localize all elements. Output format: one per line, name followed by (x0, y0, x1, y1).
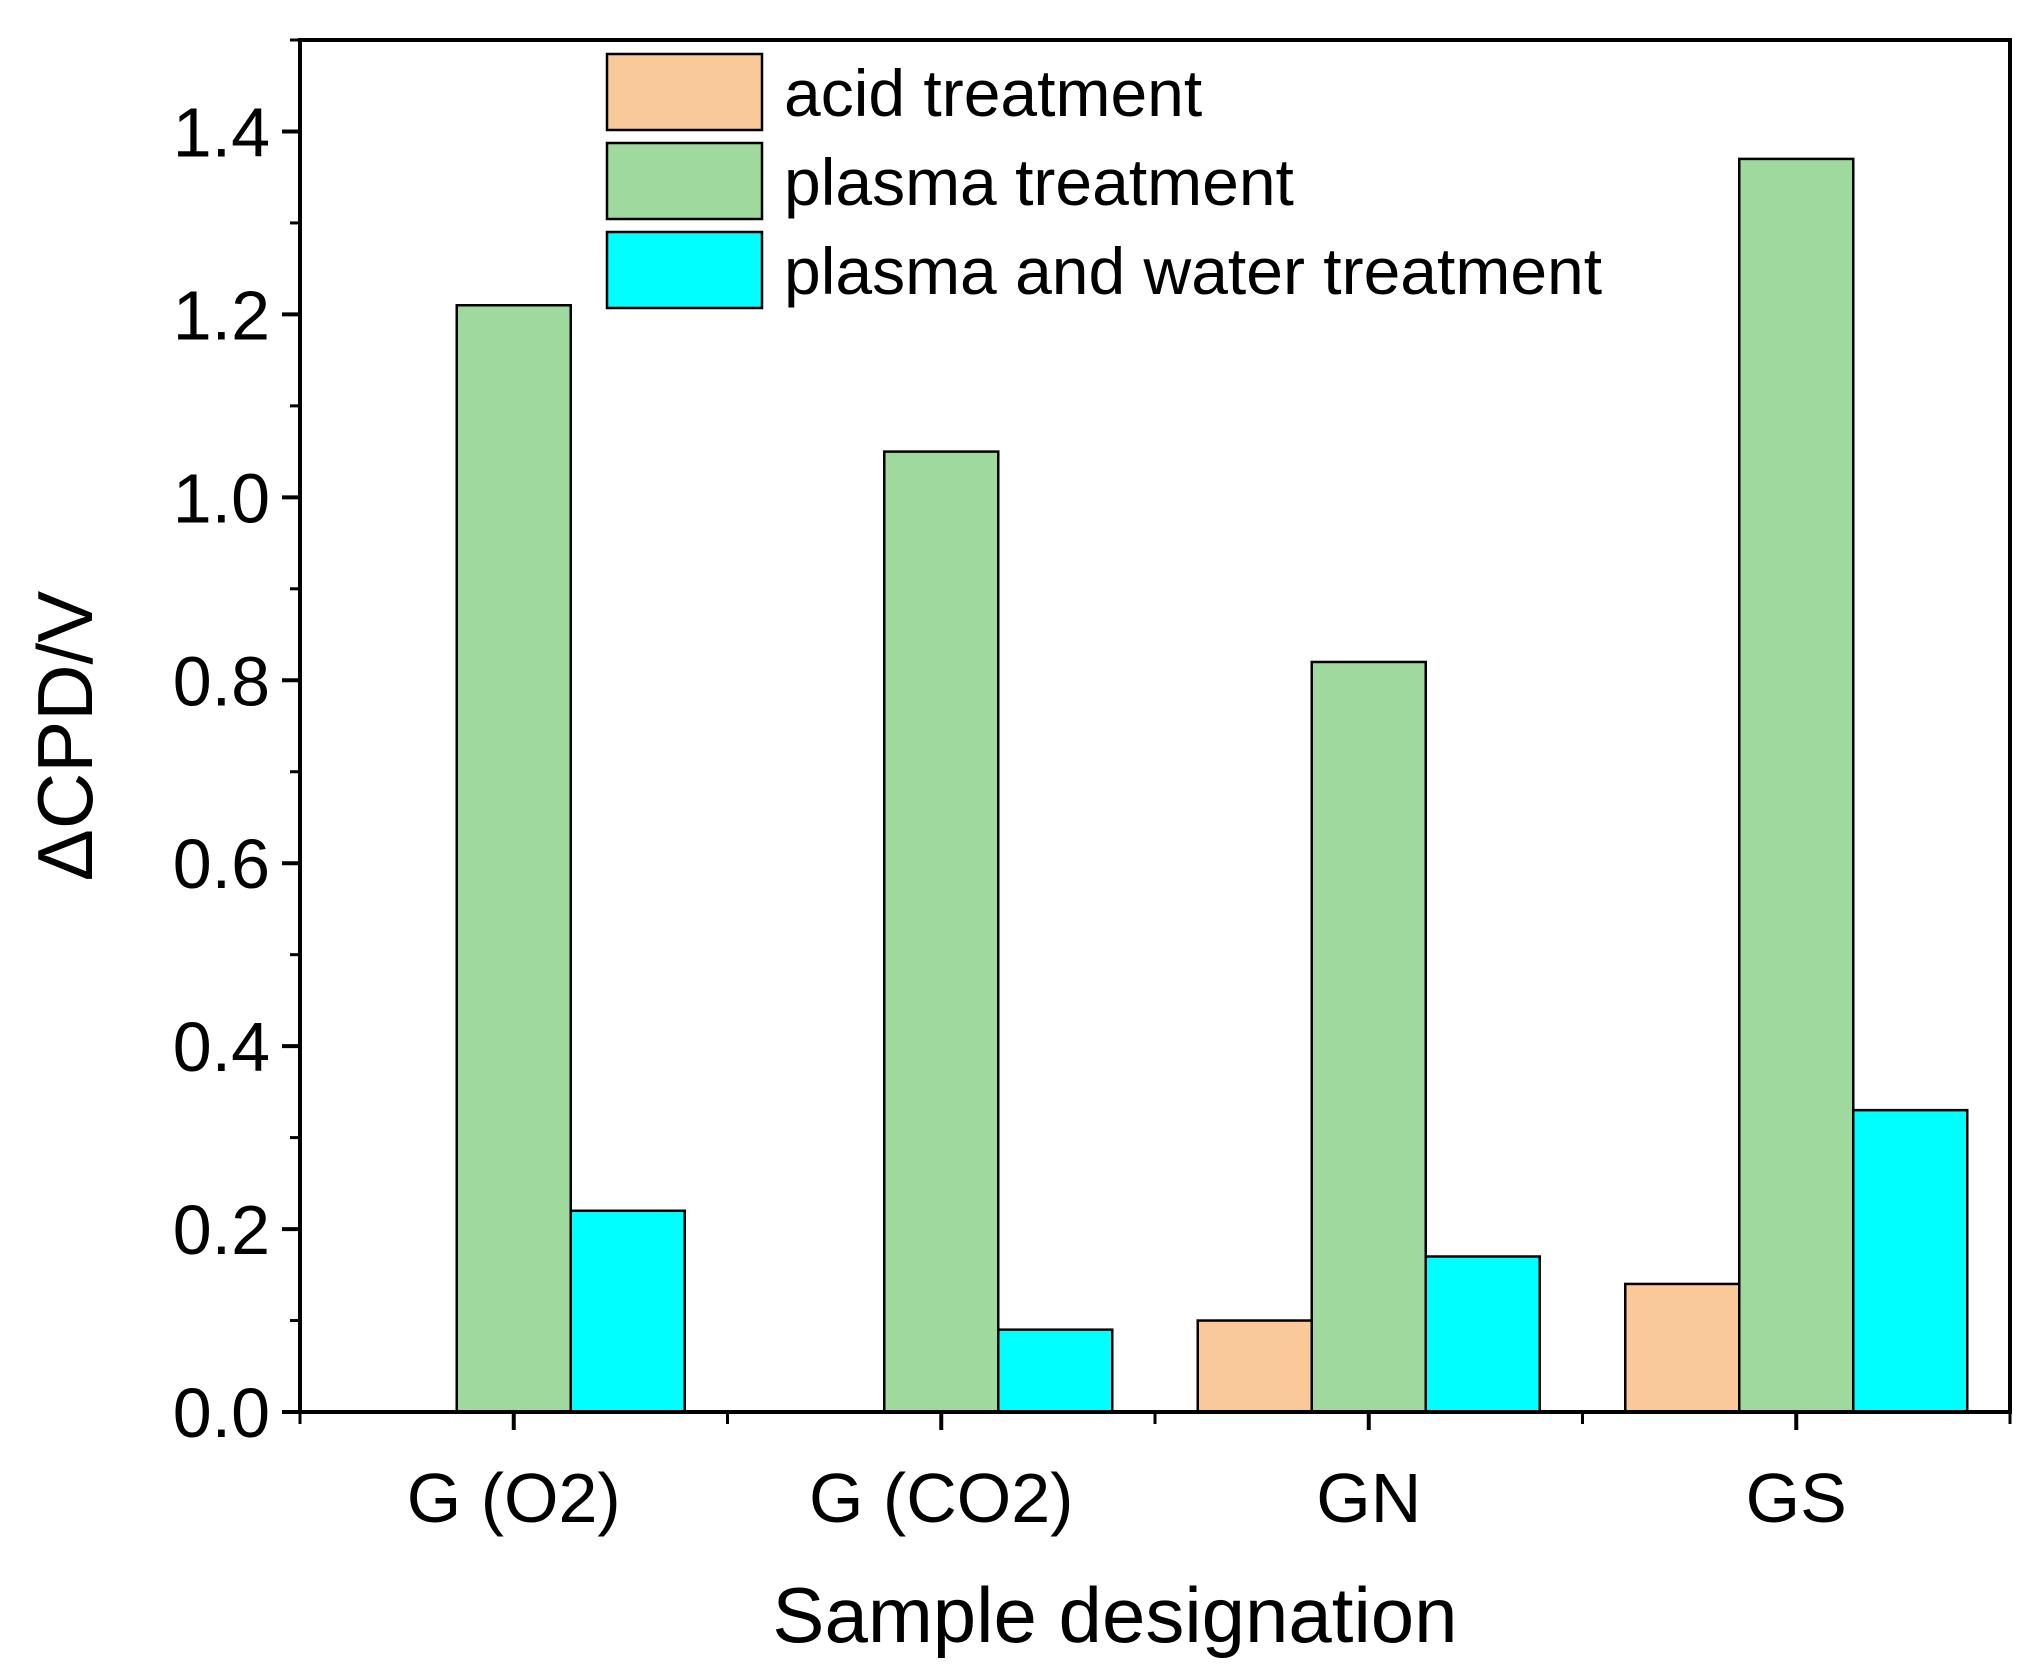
legend: acid treatment plasma treatment plasma and… (605, 52, 1602, 310)
bars-layer (455, 157, 1969, 1414)
bar-plasma-treatment-2 (1310, 660, 1427, 1414)
x-tick-label: GS (1746, 1459, 1847, 1537)
bar-plasma-treatment-3 (1738, 157, 1855, 1414)
x-axis: G (O2) G (CO2) GN GS (298, 1412, 2012, 1537)
legend-swatch (605, 141, 764, 221)
bar-acid-treatment-3 (1624, 1282, 1741, 1414)
y-axis-title: ΔCPD/V (21, 591, 109, 881)
y-tick-label: 0.2 (173, 1191, 270, 1269)
legend-label: acid treatment (784, 56, 1202, 130)
bar-plasma-and-water-treatment-2 (1424, 1255, 1541, 1414)
bar-plasma-and-water-treatment-1 (997, 1328, 1114, 1414)
legend-label: plasma treatment (784, 145, 1294, 219)
bar-plasma-and-water-treatment-3 (1852, 1108, 1969, 1414)
y-tick-label: 1.2 (173, 276, 270, 354)
legend-swatch (605, 230, 764, 310)
bar-acid-treatment-2 (1196, 1319, 1313, 1414)
y-tick-label: 1.4 (173, 93, 270, 171)
y-tick-label: 0.8 (173, 642, 270, 720)
y-tick-label: 0.0 (173, 1374, 270, 1452)
bar-plasma-treatment-0 (455, 304, 572, 1414)
legend-swatch (605, 52, 764, 132)
x-tick-label: G (CO2) (809, 1459, 1073, 1537)
legend-label: plasma and water treatment (784, 234, 1602, 308)
bar-plasma-and-water-treatment-0 (569, 1209, 686, 1414)
bar-plasma-treatment-1 (883, 450, 1000, 1414)
y-tick-label: 0.6 (173, 825, 270, 903)
y-tick-label: 0.4 (173, 1008, 270, 1086)
x-tick-label: GN (1316, 1459, 1421, 1537)
x-tick-label: G (O2) (407, 1459, 621, 1537)
x-axis-title: Sample designation (772, 1571, 1457, 1659)
y-tick-label: 1.0 (173, 459, 270, 537)
y-axis: 0.0 0.2 0.4 0.6 0.8 1.0 1.2 1.4 (173, 38, 300, 1452)
